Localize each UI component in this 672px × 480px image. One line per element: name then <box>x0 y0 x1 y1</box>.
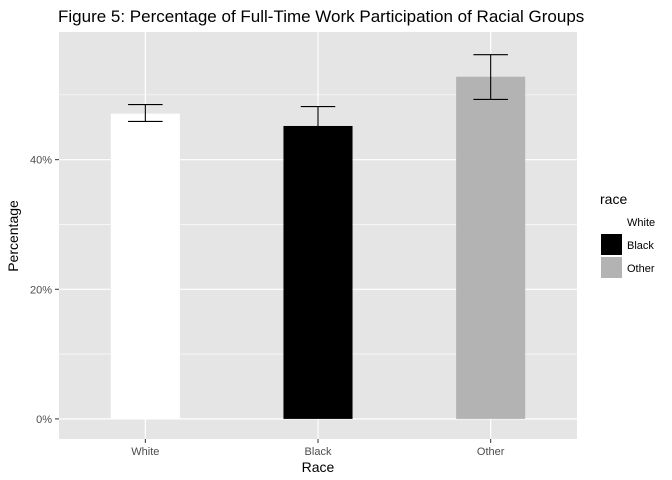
legend-swatch-black <box>601 234 622 255</box>
error-bars <box>128 54 508 145</box>
bar-other <box>456 76 526 419</box>
legend-title: race <box>600 191 627 207</box>
x-axis: White Black Other <box>131 439 505 458</box>
legend-swatch-white <box>601 211 622 232</box>
y-axis-title: Percentage <box>5 200 21 272</box>
bar-white <box>110 113 180 419</box>
legend-label-other: Other <box>627 263 655 275</box>
x-tick-label: Other <box>477 446 505 458</box>
error-bar-white <box>128 104 163 122</box>
y-tick-label: 0% <box>36 414 52 426</box>
y-tick-label: 20% <box>30 284 52 296</box>
x-tick-label: Black <box>305 446 332 458</box>
x-axis-title: Race <box>302 459 335 475</box>
error-bar-black <box>300 105 336 145</box>
legend: race White Black Other <box>600 191 655 278</box>
legend-label-white: White <box>627 217 655 229</box>
bars <box>110 76 526 419</box>
legend-swatch-other <box>601 257 622 278</box>
x-tick-label: White <box>131 446 159 458</box>
chart-title: Figure 5: Percentage of Full-Time Work P… <box>58 7 584 26</box>
bar-black <box>283 125 353 419</box>
error-bar-other <box>473 54 508 100</box>
y-tick-label: 40% <box>30 155 52 167</box>
legend-label-black: Black <box>627 240 654 252</box>
y-axis: 0% 20% 40% <box>30 155 59 426</box>
